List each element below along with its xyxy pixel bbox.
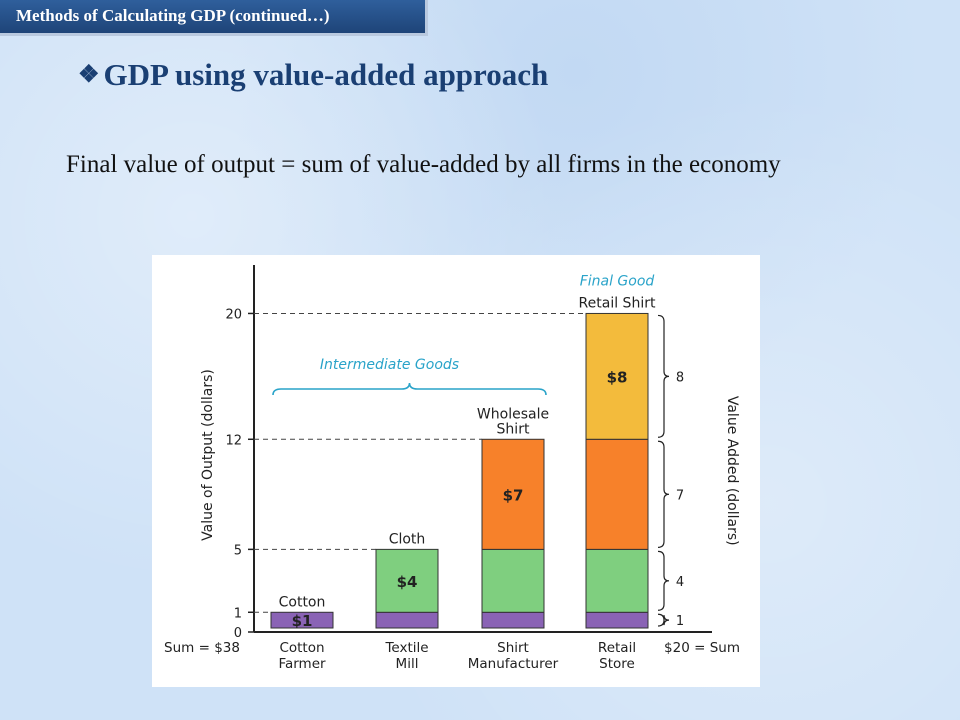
value-added-brace xyxy=(657,440,670,548)
category-label: Manufacturer xyxy=(468,656,559,672)
bar-segment xyxy=(270,611,334,629)
slide-heading: ❖ GDP using value-added approach xyxy=(78,57,548,93)
value-added-label: $8 xyxy=(607,368,628,386)
value-added-brace xyxy=(657,314,670,438)
y-tick-label: 1 xyxy=(234,606,242,621)
final-good-label: Final Good xyxy=(580,273,655,289)
intermediate-goods-label: Intermediate Goods xyxy=(320,357,459,373)
bar-segment xyxy=(481,611,545,629)
bar-segment xyxy=(585,312,649,440)
bar-segment xyxy=(481,438,545,550)
bar-segment xyxy=(585,611,649,629)
category-label: Store xyxy=(599,656,635,672)
value-added-label: $7 xyxy=(503,486,524,504)
category-label: Shirt xyxy=(497,640,529,656)
product-label: Wholesale xyxy=(477,406,549,422)
value-added-axis-label: Value Added (dollars) xyxy=(724,396,740,546)
diamond-bullet-icon: ❖ xyxy=(78,62,100,88)
product-label: Shirt xyxy=(497,421,530,437)
value-added-brace-label: 8 xyxy=(676,370,684,385)
value-added-chart: 0 1 5 12 20 Value of Output (dollars) $1 Cotton… xyxy=(152,255,760,687)
value-added-brace xyxy=(657,613,670,627)
y-tick-label: 0 xyxy=(234,626,242,641)
slide-header-title: Methods of Calculating GDP (continued…) xyxy=(16,6,330,25)
value-added-brace-label: 1 xyxy=(676,614,684,629)
heading-text: GDP using value-added approach xyxy=(103,57,549,92)
sum-left-label: Sum = $38 xyxy=(164,640,240,656)
bar-segment xyxy=(585,438,649,550)
y-axis-label: Value of Output (dollars) xyxy=(200,369,216,541)
category-label: Farmer xyxy=(278,656,326,672)
y-tick-label: 20 xyxy=(225,307,242,322)
product-label: Cotton xyxy=(279,594,326,610)
slide-header-tab: Methods of Calculating GDP (continued…) xyxy=(0,0,428,36)
value-added-label: $4 xyxy=(397,573,418,591)
bar-segment xyxy=(375,548,439,613)
value-added-brace-label: 7 xyxy=(676,488,684,503)
bar-segment xyxy=(375,611,439,629)
category-label: Mill xyxy=(396,656,419,672)
product-label: Retail Shirt xyxy=(579,295,656,311)
bar-segment xyxy=(481,548,545,613)
y-tick-label: 5 xyxy=(234,543,242,558)
y-tick-label: 12 xyxy=(225,433,242,448)
slide-body-text: Final value of output = sum of value-add… xyxy=(66,151,781,178)
category-label: Textile xyxy=(384,640,428,656)
category-label: Retail xyxy=(598,640,636,656)
sum-right-label: $20 = Sum xyxy=(664,640,740,656)
bar-segment xyxy=(585,548,649,613)
category-label: Cotton xyxy=(279,640,324,656)
value-added-brace-label: 4 xyxy=(676,575,684,590)
product-label: Cloth xyxy=(389,531,426,547)
intermediate-brace xyxy=(272,382,547,396)
value-added-label: $1 xyxy=(292,612,313,630)
chart-svg: 0 1 5 12 20 Value of Output (dollars) $1 Cotton… xyxy=(164,265,740,672)
value-added-brace xyxy=(657,550,670,611)
